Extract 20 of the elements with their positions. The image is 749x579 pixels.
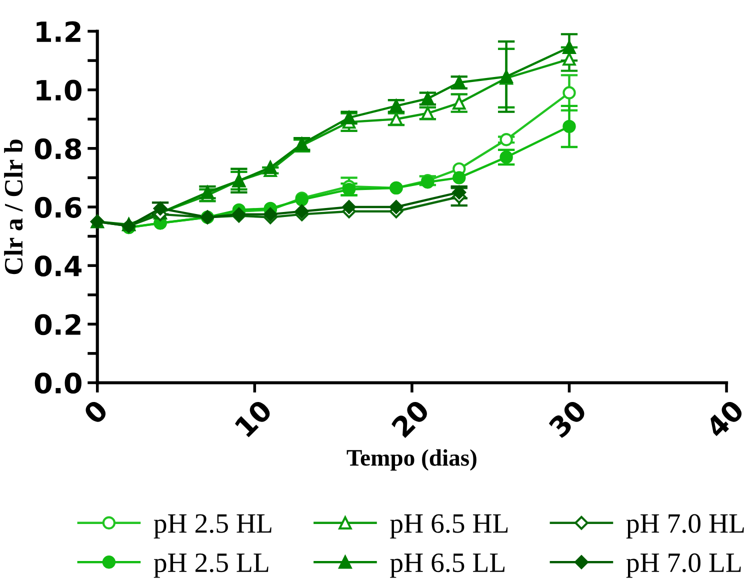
y-axis-title: Clr a / Clr b [4, 140, 23, 274]
x-tick-label: 20 [390, 398, 430, 438]
y-tick-label: 0.8 [34, 138, 82, 160]
y-tick-label: 0.6 [34, 196, 82, 218]
y-tick-label: 1.2 [36, 21, 80, 42]
x-tick-label: 10 [234, 398, 274, 438]
x-tick-label: 0 [82, 398, 109, 426]
legend-label: pH 6.5 HL [390, 514, 508, 539]
legend-label: pH 7.0 HL [626, 514, 744, 539]
y-tick-label: 0.4 [34, 256, 82, 277]
x-tick-label: 30 [548, 398, 588, 439]
legend-label: pH 6.5 LL [390, 553, 504, 578]
y-tick-label: 0.0 [34, 372, 82, 394]
legend-label: pH 2.5 LL [154, 553, 268, 578]
x-axis-title: Tempo (dias) [346, 449, 476, 471]
x-tick-label: 40 [704, 398, 745, 439]
legend-label: pH 7.0 LL [626, 553, 741, 578]
legend-label: pH 2.5 HL [154, 514, 272, 539]
y-tick-label: 0.2 [34, 314, 80, 336]
y-tick-label: 1.0 [36, 80, 82, 101]
